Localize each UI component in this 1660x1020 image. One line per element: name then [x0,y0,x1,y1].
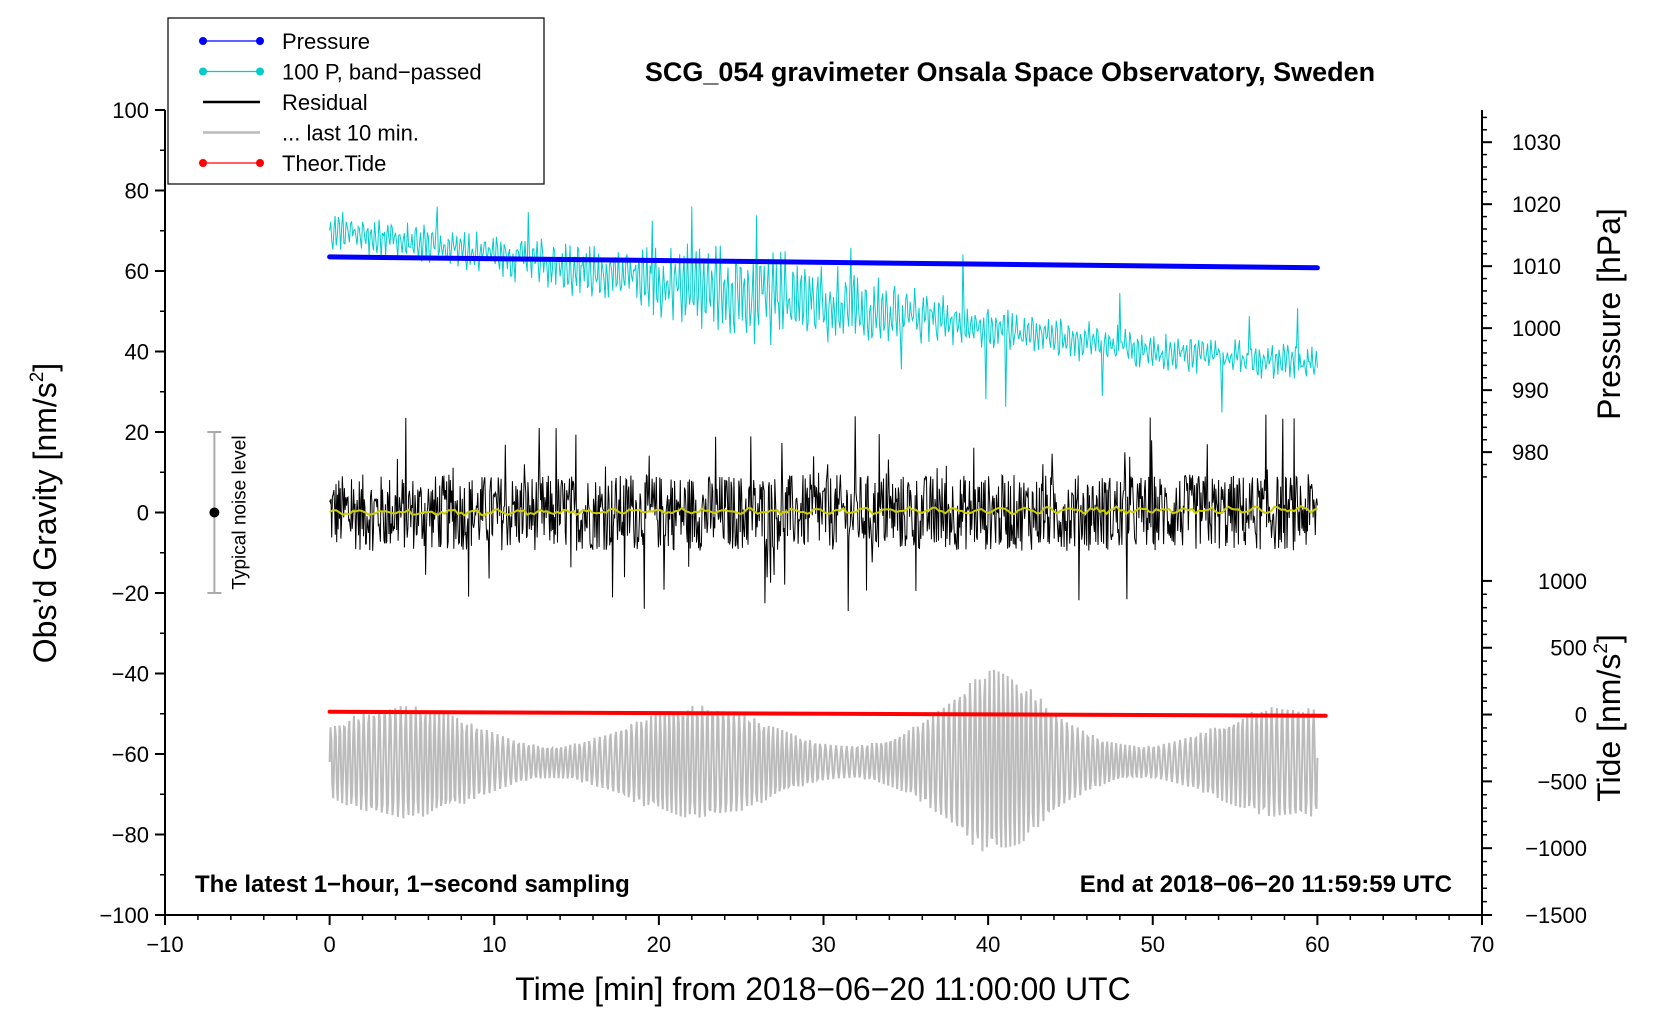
x-tick-label: 20 [647,932,671,957]
x-axis-label: Time [min] from 2018−06−20 11:00:00 UTC [515,971,1130,1007]
pressure-tick-label: 980 [1512,440,1549,465]
legend-label: 100 P, band−passed [282,60,482,85]
y-tick-label: −100 [99,903,149,928]
y-axis-left: −100 −80 −60 −40 −20 0 20 40 60 80 100 [99,98,165,928]
x-tick-label: 10 [482,932,506,957]
annotation-sampling: The latest 1−hour, 1−second sampling [195,871,630,898]
y-tick-label: −20 [112,581,149,606]
x-tick-label: 50 [1141,932,1165,957]
series-pressure-bandpassed [329,206,1318,413]
tide-tick-label: 0 [1575,703,1587,728]
chart-title: SCG_054 gravimeter Onsala Space Observat… [645,57,1375,87]
legend-label: Residual [282,90,368,115]
y-tick-label: 40 [125,340,149,365]
pressure-tick-label: 1020 [1512,192,1561,217]
y-axis-tide: −1500 −1000 −500 0 500 1000 [1482,569,1587,928]
x-tick-label: 40 [976,932,1000,957]
series-theor-tide [327,709,1328,718]
series-residual-smoothed [329,505,1318,517]
y-tick-label: −80 [112,823,149,848]
tide-tick-label: −1000 [1525,836,1587,861]
legend-marker [199,159,207,167]
legend-marker [199,37,207,45]
y-axis-label: Obs’d Gravity [nm/s2] [27,363,63,663]
x-axis: −10 0 10 20 30 40 50 60 70 [146,915,1494,957]
pressure-axis-label: Pressure [hPa] [1591,208,1627,420]
tide-tick-label: 1000 [1538,569,1587,594]
y-tick-label: −60 [112,742,149,767]
pressure-tick-label: 1000 [1512,316,1561,341]
x-tick-label: −10 [146,932,183,957]
annotation-end-time: End at 2018−06−20 11:59:59 UTC [1080,871,1452,898]
legend: Pressure 100 P, band−passed Residual ... la… [167,17,545,185]
noise-center-dot [209,507,220,518]
series-residual [329,414,1318,612]
legend-marker [256,37,264,45]
pressure-tick-label: 990 [1512,378,1549,403]
legend-label: Theor.Tide [282,151,386,176]
series-last-10-min [328,669,1319,852]
tide-tick-label: −1500 [1525,903,1587,928]
noise-indicator: Typical noise level [207,431,250,594]
series-layer [327,206,1328,852]
x-tick-label: 60 [1305,932,1329,957]
y-axis-pressure: 980 990 1000 1010 1020 1030 [1482,116,1561,478]
y-tick-label: 0 [137,501,149,526]
noise-label: Typical noise level [229,435,250,589]
y-tick-label: 100 [112,98,149,123]
x-tick-label: 0 [324,932,336,957]
legend-marker [199,67,207,76]
pressure-tick-label: 1030 [1512,130,1561,155]
legend-marker [256,67,264,76]
legend-marker [256,159,264,167]
y-tick-label: −40 [112,662,149,687]
tide-tick-label: 500 [1550,636,1587,661]
tide-tick-label: −500 [1537,769,1587,794]
tide-axis-label: Tide [nm/s2] [1591,634,1627,802]
legend-label: ... last 10 min. [282,121,419,146]
x-tick-label: 30 [811,932,835,957]
y-tick-label: 20 [125,420,149,445]
x-tick-label: 70 [1470,932,1494,957]
y-tick-label: 80 [125,179,149,204]
pressure-tick-label: 1010 [1512,254,1561,279]
series-pressure [327,254,1320,271]
legend-label: Pressure [282,29,370,54]
y-tick-label: 60 [125,259,149,284]
